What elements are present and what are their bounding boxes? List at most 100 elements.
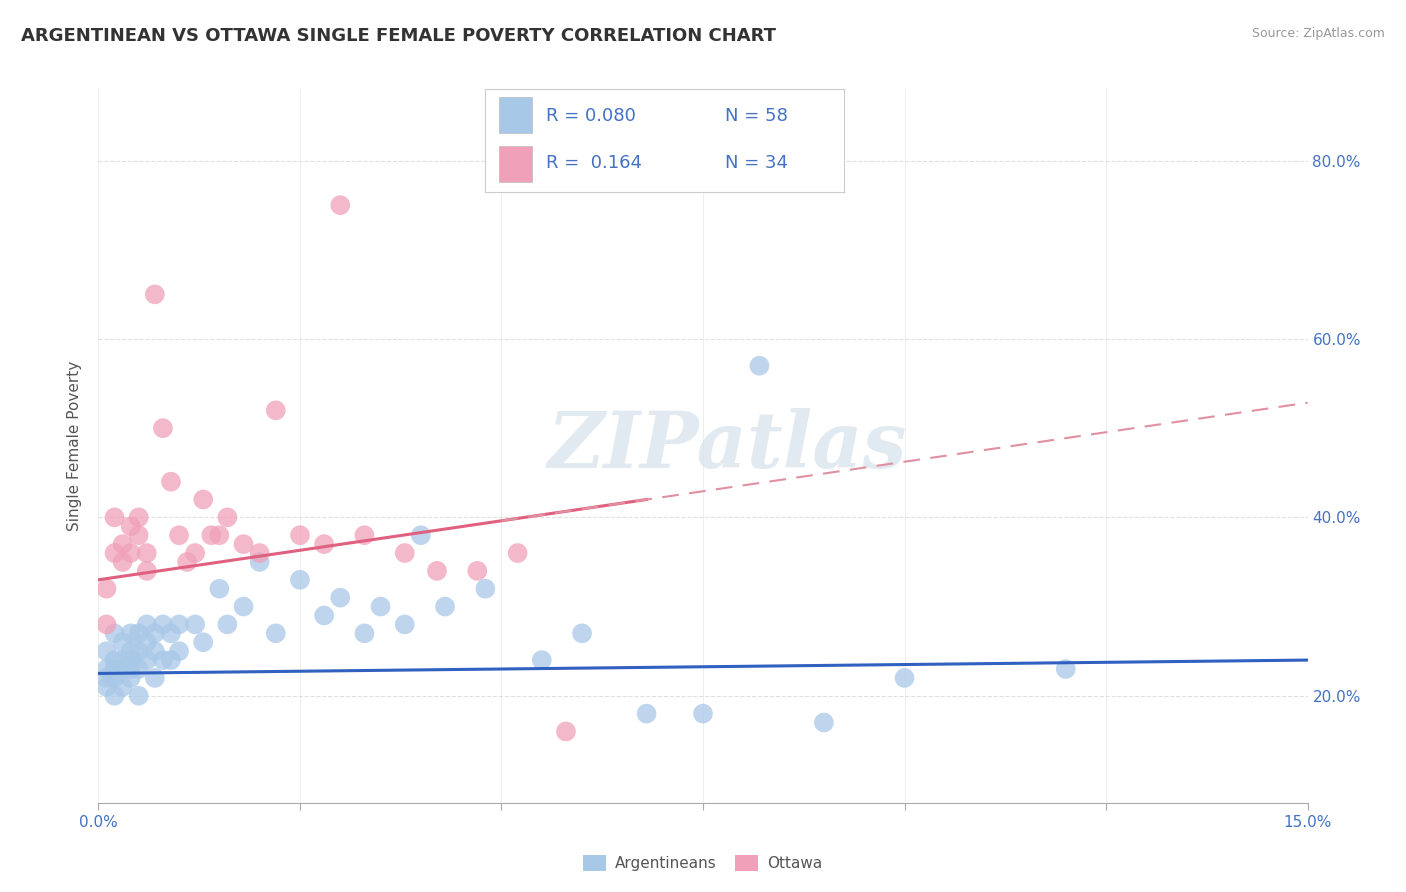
Point [143, 287, 166, 301]
Point [143, 671, 166, 685]
Point [96, 662, 118, 676]
Point [409, 528, 432, 542]
Point [96, 671, 118, 685]
Point [111, 680, 134, 694]
Point [249, 546, 271, 560]
Point [135, 653, 157, 667]
Y-axis label: Single Female Poverty: Single Female Poverty [67, 361, 83, 531]
Point [128, 689, 150, 703]
Point [465, 564, 488, 578]
Point [128, 662, 150, 676]
Point [353, 626, 375, 640]
Point [813, 715, 835, 730]
FancyBboxPatch shape [499, 97, 531, 133]
Point [314, 537, 336, 551]
Point [249, 555, 271, 569]
Point [571, 626, 593, 640]
Point [208, 582, 231, 596]
Point [184, 546, 207, 560]
Point [128, 510, 150, 524]
Point [96, 644, 118, 658]
Point [120, 546, 142, 560]
Point [103, 671, 125, 685]
Point [160, 475, 183, 489]
Point [103, 689, 125, 703]
Point [232, 599, 254, 614]
Point [232, 537, 254, 551]
Text: N = 34: N = 34 [725, 154, 789, 172]
Text: ZIPatlas: ZIPatlas [547, 408, 907, 484]
Point [200, 528, 222, 542]
Point [160, 653, 183, 667]
Legend: Argentineans, Ottawa: Argentineans, Ottawa [576, 849, 830, 877]
Point [103, 662, 125, 676]
Point [96, 617, 118, 632]
Text: ARGENTINEAN VS OTTAWA SINGLE FEMALE POVERTY CORRELATION CHART: ARGENTINEAN VS OTTAWA SINGLE FEMALE POVE… [21, 27, 776, 45]
Point [434, 599, 457, 614]
Point [143, 626, 166, 640]
Point [329, 198, 352, 212]
Point [135, 635, 157, 649]
Point [314, 608, 336, 623]
Point [128, 644, 150, 658]
Point [160, 626, 183, 640]
Point [120, 644, 142, 658]
Point [103, 510, 125, 524]
Point [103, 546, 125, 560]
Point [329, 591, 352, 605]
Point [193, 492, 215, 507]
Point [143, 644, 166, 658]
Point [370, 599, 392, 614]
Point [167, 528, 190, 542]
Point [120, 626, 142, 640]
Point [506, 546, 529, 560]
Point [152, 421, 174, 435]
Point [1054, 662, 1077, 676]
Point [120, 653, 142, 667]
Point [176, 555, 198, 569]
Point [426, 564, 449, 578]
Point [636, 706, 658, 721]
Point [128, 626, 150, 640]
Point [135, 546, 157, 560]
Point [893, 671, 915, 685]
Point [288, 528, 311, 542]
Point [264, 626, 287, 640]
Point [111, 635, 134, 649]
Point [394, 546, 416, 560]
Point [111, 653, 134, 667]
Point [96, 680, 118, 694]
Point [555, 724, 578, 739]
Point [208, 528, 231, 542]
Point [353, 528, 375, 542]
Point [748, 359, 770, 373]
Text: R =  0.164: R = 0.164 [546, 154, 643, 172]
FancyBboxPatch shape [499, 145, 531, 181]
Point [288, 573, 311, 587]
Point [530, 653, 553, 667]
Point [120, 519, 142, 533]
Point [152, 653, 174, 667]
Point [103, 626, 125, 640]
Point [184, 617, 207, 632]
Point [193, 635, 215, 649]
Point [120, 662, 142, 676]
Point [167, 644, 190, 658]
Point [217, 510, 239, 524]
Text: R = 0.080: R = 0.080 [546, 107, 636, 125]
Point [152, 617, 174, 632]
Point [120, 671, 142, 685]
Point [96, 582, 118, 596]
Point [135, 617, 157, 632]
Point [111, 537, 134, 551]
Point [135, 564, 157, 578]
Point [394, 617, 416, 632]
Point [692, 706, 714, 721]
Point [128, 528, 150, 542]
Point [111, 662, 134, 676]
Text: N = 58: N = 58 [725, 107, 789, 125]
Point [111, 555, 134, 569]
Point [264, 403, 287, 417]
Point [217, 617, 239, 632]
Point [167, 617, 190, 632]
